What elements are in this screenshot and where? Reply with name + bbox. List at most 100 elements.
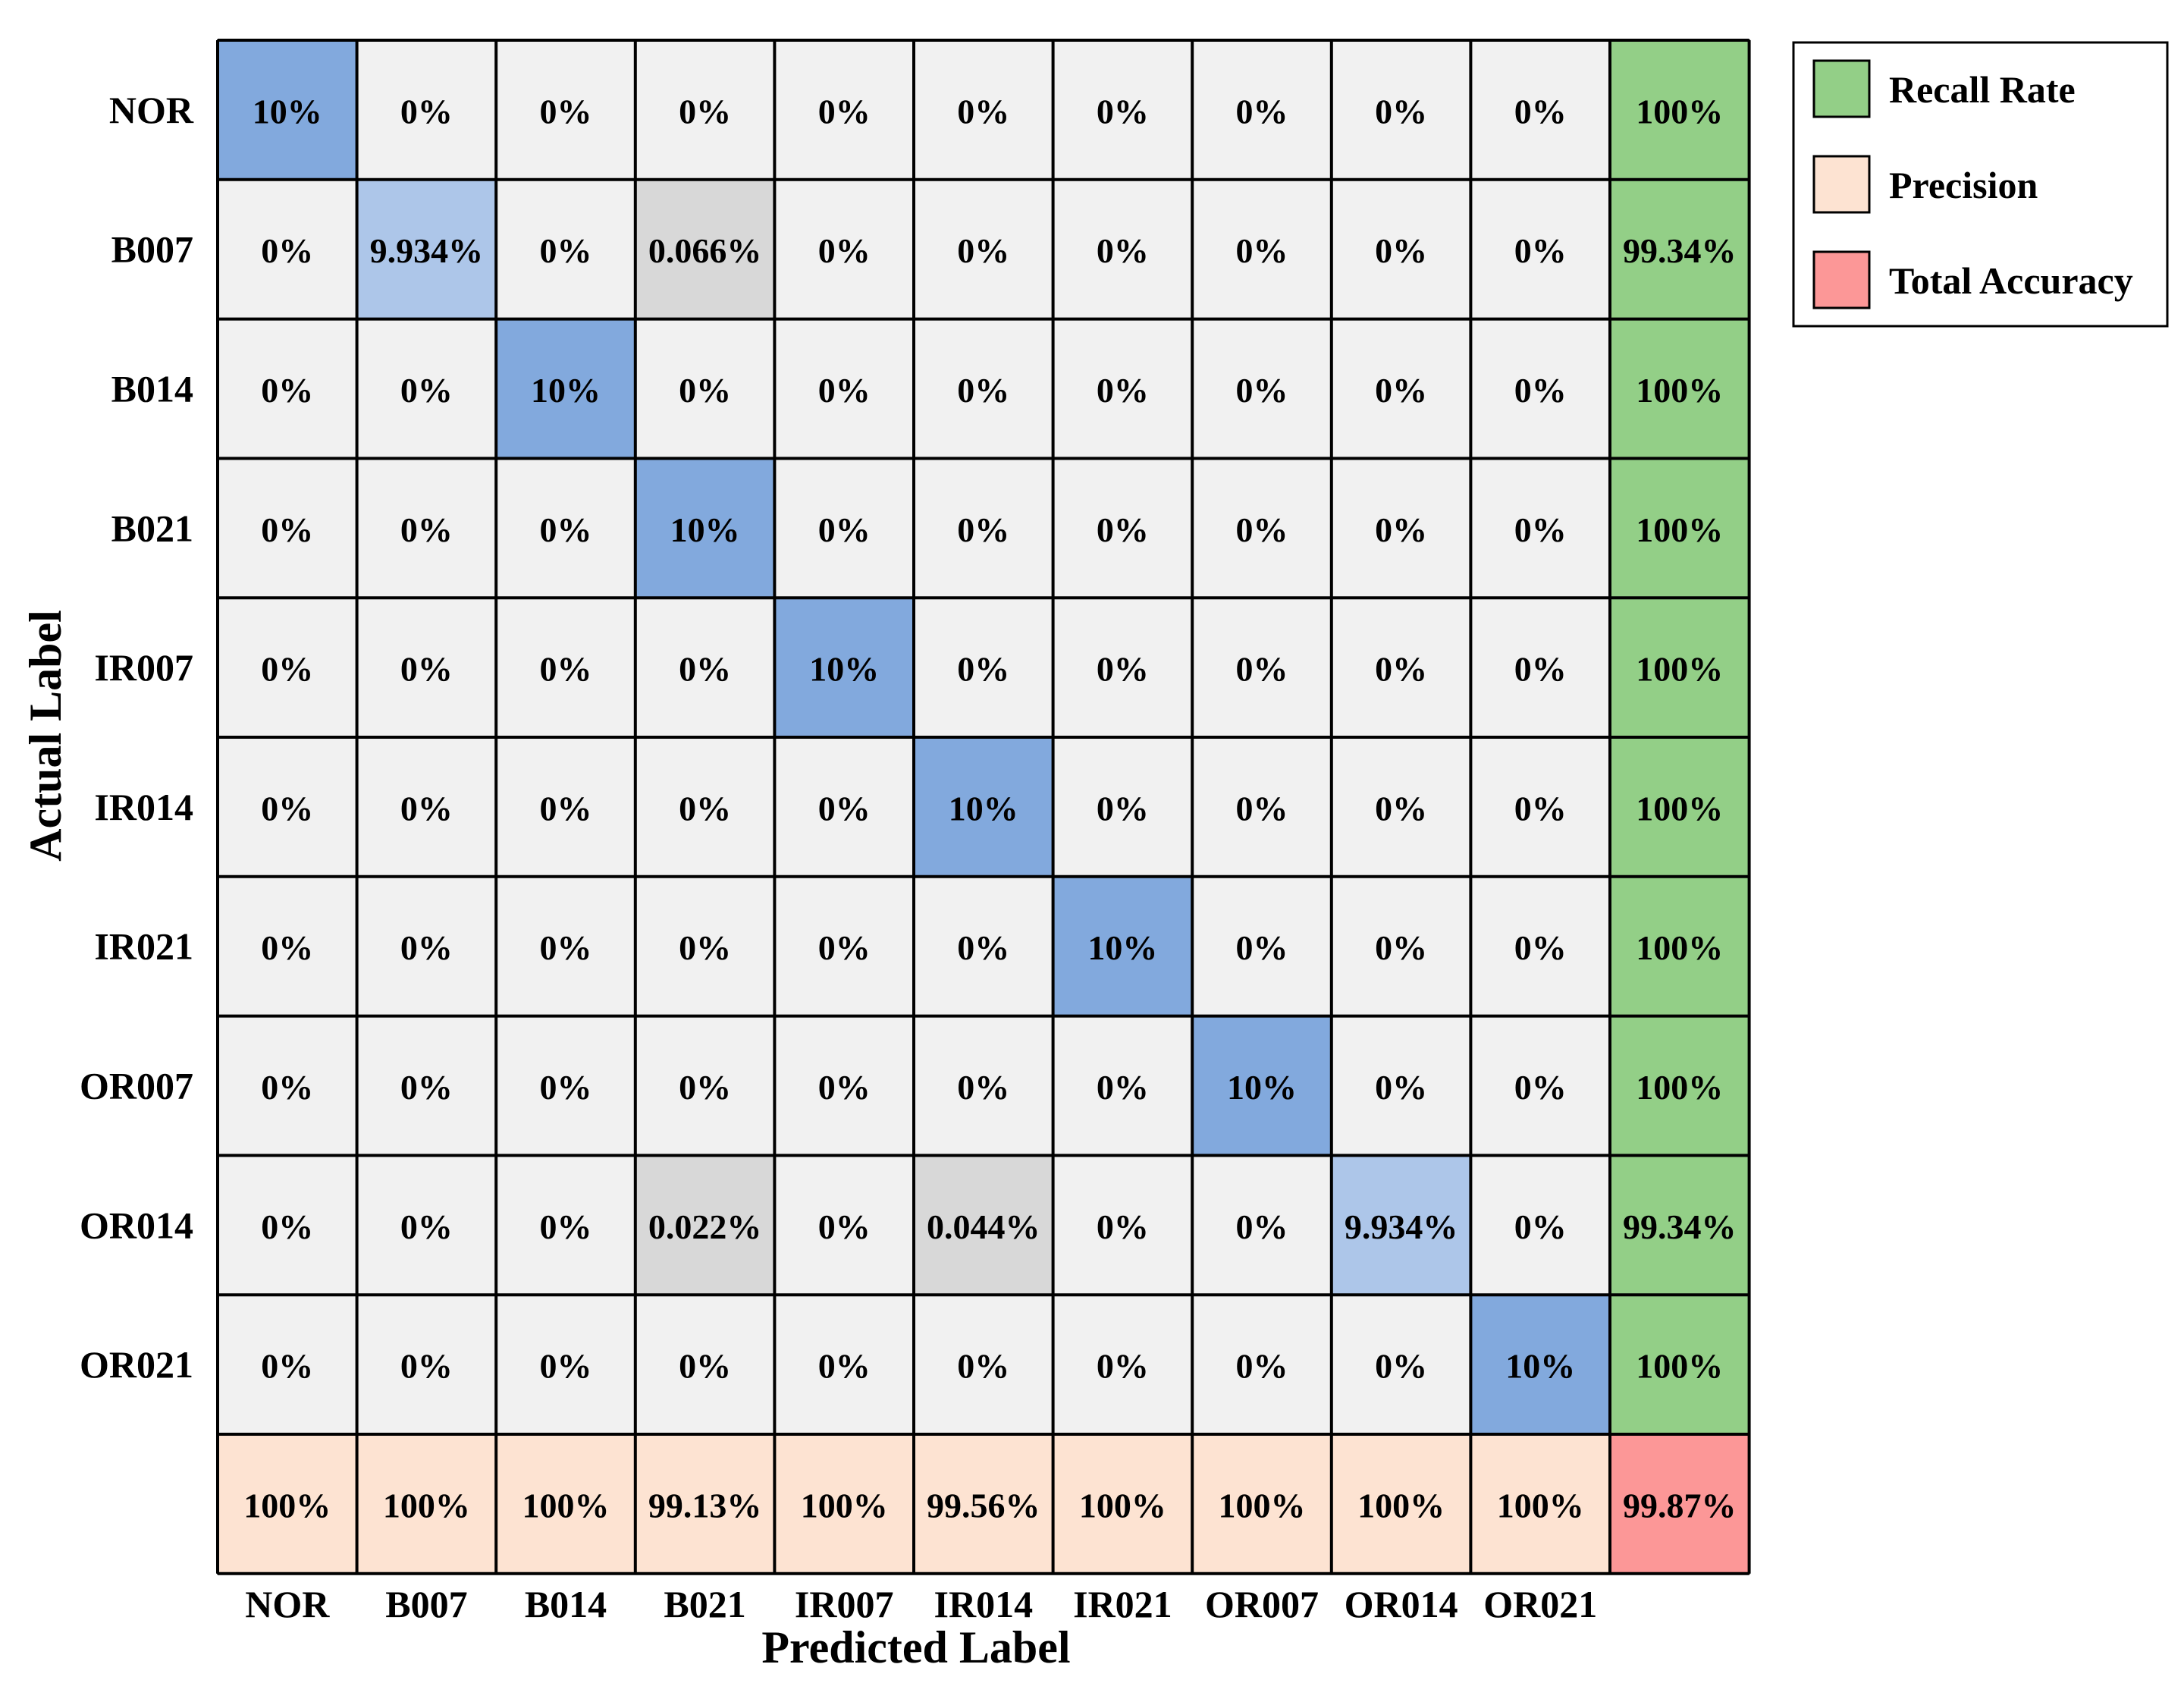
matrix-cell-label: 0%	[1097, 1347, 1149, 1386]
row-tick-label: IR021	[94, 925, 193, 968]
matrix-cell-label: 0%	[1236, 1207, 1288, 1246]
legend-swatch	[1812, 250, 1871, 309]
precision-cell	[356, 1433, 497, 1575]
matrix-cell-label: 10%	[949, 789, 1018, 827]
col-tick-label: IR021	[1073, 1583, 1172, 1625]
matrix-cell-label: 0%	[1097, 1068, 1149, 1107]
matrix-cell	[217, 178, 358, 320]
matrix-cell-label: 0%	[1097, 789, 1149, 827]
matrix-cell-label: 0%	[400, 1068, 453, 1107]
row-tick-label: NOR	[109, 89, 194, 131]
matrix-cell-label: 0%	[400, 92, 453, 130]
matrix-cell-label: 10%	[670, 510, 740, 549]
matrix-cell	[1052, 875, 1194, 1017]
matrix-cell-label: 0%	[1375, 650, 1427, 689]
matrix-cell-label: 0%	[400, 1347, 453, 1386]
matrix-cell	[1191, 178, 1332, 320]
matrix-cell	[913, 1294, 1054, 1435]
matrix-cell-label: 0%	[400, 371, 453, 410]
matrix-cell	[1470, 39, 1611, 181]
matrix-cell-label: 10%	[253, 92, 322, 130]
matrix-cell	[1330, 736, 1472, 878]
recall-cell-label: 100%	[1636, 1068, 1723, 1107]
row-tick-label: OR021	[80, 1343, 193, 1386]
precision-cell-label: 100%	[1497, 1486, 1584, 1524]
matrix-cell-label: 0%	[1514, 650, 1567, 689]
matrix-cell	[1191, 1015, 1332, 1157]
matrix-cell-label: 0%	[540, 231, 592, 270]
matrix-cell	[1052, 1015, 1194, 1157]
matrix-cell-label: 0%	[540, 1347, 592, 1386]
matrix-cell	[1052, 1294, 1194, 1435]
recall-cell	[1609, 1154, 1750, 1296]
matrix-cell	[1052, 318, 1194, 460]
recall-cell	[1609, 597, 1750, 739]
matrix-cell-label: 10%	[809, 650, 879, 689]
matrix-cell-label: 0%	[1514, 371, 1567, 410]
matrix-cell	[356, 597, 497, 739]
matrix-cell	[495, 318, 636, 460]
matrix-cell-label: 0%	[818, 231, 871, 270]
recall-cell-label: 100%	[1636, 650, 1723, 689]
matrix-cell-label: 10%	[1227, 1068, 1297, 1107]
matrix-cell-label: 0%	[1236, 789, 1288, 827]
recall-cell-label: 100%	[1636, 789, 1723, 827]
matrix-cell-label: 0%	[1514, 510, 1567, 549]
matrix-cell-label: 0%	[679, 371, 731, 410]
col-tick-label: B021	[664, 1583, 745, 1625]
precision-cell-label: 100%	[801, 1486, 888, 1524]
matrix-cell	[913, 39, 1054, 181]
matrix-cell-label: 0%	[679, 1068, 731, 1107]
matrix-cell	[217, 875, 358, 1017]
matrix-cell	[495, 1294, 636, 1435]
legend-label: Total Accuracy	[1889, 259, 2133, 302]
legend-label: Recall Rate	[1889, 68, 2076, 111]
matrix-cell-label: 0.066%	[648, 231, 762, 270]
matrix-cell-label: 0%	[1236, 928, 1288, 967]
matrix-cell-label: 0%	[1375, 231, 1427, 270]
col-tick-label: IR014	[934, 1583, 1034, 1625]
matrix-cell-label: 0%	[1375, 1347, 1427, 1386]
matrix-cell	[1330, 1015, 1472, 1157]
matrix-cell	[774, 457, 915, 599]
legend-swatch	[1812, 59, 1871, 118]
matrix-cell-label: 0%	[1236, 231, 1288, 270]
legend-label: Precision	[1889, 164, 2038, 206]
matrix-cell	[774, 39, 915, 181]
precision-cell	[1470, 1433, 1611, 1575]
matrix-cell	[774, 1294, 915, 1435]
matrix-cell-label: 0%	[957, 92, 1009, 130]
matrix-cell-label: 0%	[818, 1207, 871, 1246]
legend-swatch	[1812, 155, 1871, 214]
matrix-cell-label: 0%	[1375, 1068, 1427, 1107]
matrix-cell-label: 0%	[1514, 1068, 1567, 1107]
matrix-cell	[634, 875, 776, 1017]
matrix-cell-label: 0%	[1514, 928, 1567, 967]
matrix-cell-label: 0%	[1236, 92, 1288, 130]
matrix-cell-label: 0%	[540, 789, 592, 827]
matrix-cell-label: 0%	[957, 371, 1009, 410]
matrix-cell-label: 0%	[957, 650, 1009, 689]
matrix-cell-label: 0%	[1097, 92, 1149, 130]
matrix-cell	[1470, 178, 1611, 320]
matrix-cell	[356, 457, 497, 599]
matrix-cell	[913, 178, 1054, 320]
col-tick-label: OR021	[1483, 1583, 1597, 1625]
matrix-cell	[913, 1015, 1054, 1157]
matrix-cell-label: 0%	[679, 928, 731, 967]
matrix-cell-label: 9.934%	[1345, 1207, 1458, 1246]
matrix-cell	[356, 1015, 497, 1157]
matrix-cell-label: 0%	[679, 650, 731, 689]
matrix-cell-label: 10%	[1087, 928, 1157, 967]
matrix-cell-label: 0%	[1514, 92, 1567, 130]
matrix-cell	[913, 597, 1054, 739]
recall-cell-label: 100%	[1636, 928, 1723, 967]
matrix-cell-label: 0%	[261, 231, 313, 270]
matrix-cell-label: 0%	[1236, 371, 1288, 410]
total-accuracy-cell-label: 99.87%	[1623, 1486, 1737, 1524]
matrix-cell-label: 0%	[818, 789, 871, 827]
matrix-cell	[495, 1154, 636, 1296]
precision-cell-label: 100%	[383, 1486, 470, 1524]
matrix-cell	[634, 39, 776, 181]
matrix-cell-label: 0%	[540, 1207, 592, 1246]
